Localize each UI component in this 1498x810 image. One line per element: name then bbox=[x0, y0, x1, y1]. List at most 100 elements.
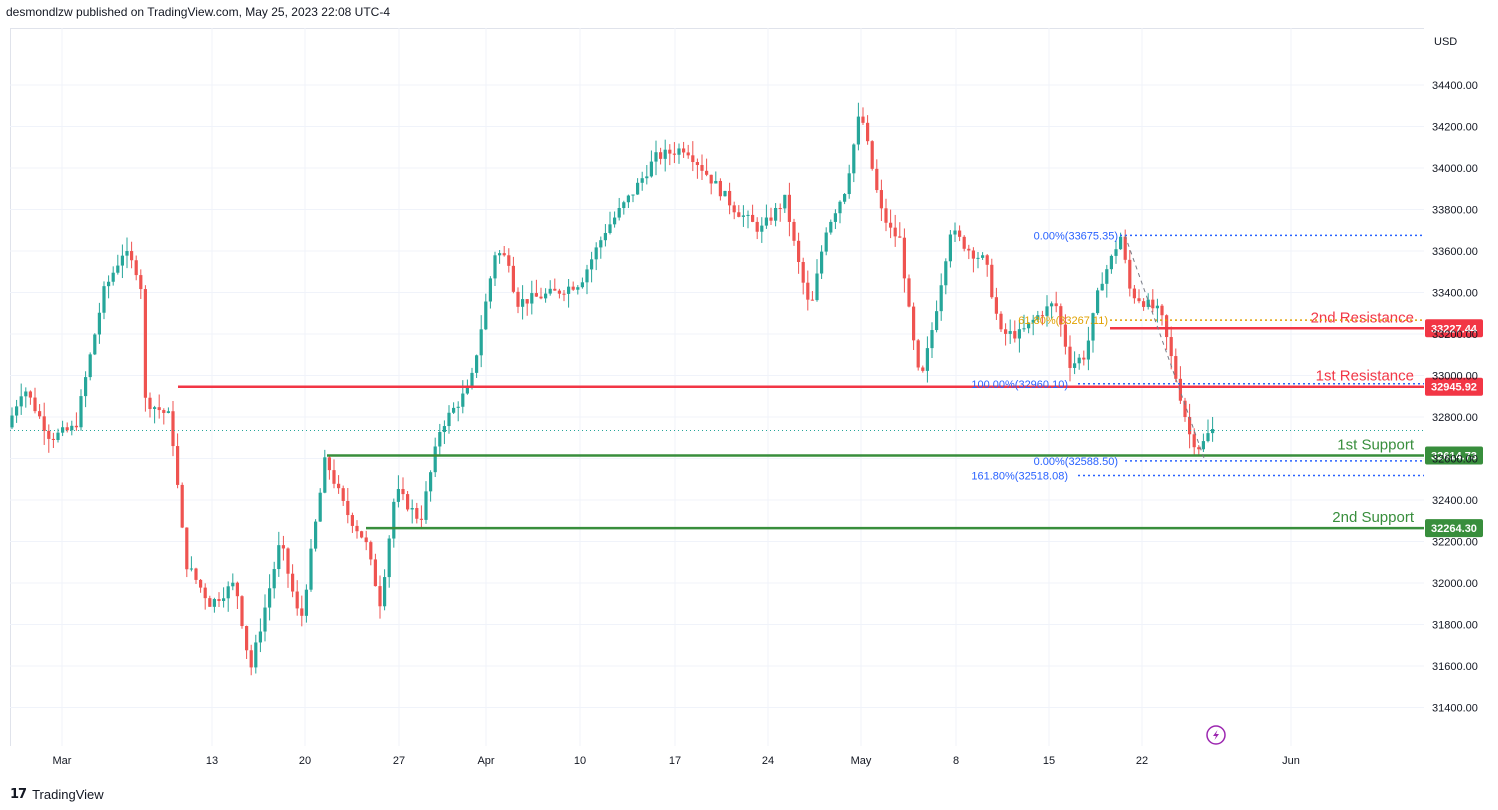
candle-body bbox=[15, 406, 19, 416]
currency-label: USD bbox=[1434, 36, 1457, 48]
candle-body bbox=[10, 415, 14, 428]
price-tag-value: 32614.73 bbox=[1431, 450, 1477, 462]
time-tick-label: Apr bbox=[477, 755, 494, 767]
candle-body bbox=[1132, 288, 1136, 299]
candle-body bbox=[304, 589, 308, 616]
candle-body bbox=[429, 472, 433, 492]
candle-body bbox=[976, 257, 980, 259]
flash-icon[interactable] bbox=[1206, 725, 1226, 745]
fib-label: 0.00%(32588.50) bbox=[1034, 456, 1118, 468]
candle-body bbox=[189, 568, 193, 570]
candle-body bbox=[530, 293, 534, 304]
candle-body bbox=[902, 237, 906, 279]
candle-body bbox=[990, 264, 994, 298]
candle-body bbox=[866, 122, 870, 142]
candle-body bbox=[479, 329, 483, 356]
candle-body bbox=[695, 162, 699, 166]
candle-body bbox=[176, 446, 180, 485]
chart-frame[interactable] bbox=[10, 28, 1424, 746]
candle-body bbox=[65, 427, 69, 431]
candle-body bbox=[166, 411, 170, 413]
candle-body bbox=[769, 217, 773, 221]
candle-body bbox=[1036, 315, 1040, 320]
candle-body bbox=[907, 278, 911, 307]
candle-body bbox=[70, 425, 74, 431]
candle-body bbox=[157, 407, 161, 411]
candle-body bbox=[893, 227, 897, 237]
candle-body bbox=[1211, 429, 1215, 434]
candle-body bbox=[1197, 447, 1201, 450]
candle-body bbox=[682, 148, 686, 153]
candle-body bbox=[898, 236, 902, 238]
candle-body bbox=[258, 631, 262, 643]
candle-body bbox=[502, 253, 506, 256]
candle-body bbox=[925, 348, 929, 371]
candle-body bbox=[985, 255, 989, 265]
candle-body bbox=[19, 396, 23, 407]
candle-body bbox=[415, 508, 419, 519]
candle-body bbox=[452, 407, 456, 413]
candle-body bbox=[553, 288, 557, 291]
candle-body bbox=[875, 168, 879, 191]
candle-body bbox=[38, 411, 42, 417]
candle-body bbox=[1188, 417, 1192, 435]
candle-body bbox=[47, 430, 51, 439]
candle-body bbox=[93, 334, 97, 355]
candle-body bbox=[516, 291, 520, 307]
candle-body bbox=[226, 586, 230, 599]
price-tag bbox=[1425, 519, 1483, 538]
candle-body bbox=[810, 299, 814, 301]
fib-label: 100.00%(32960.10) bbox=[971, 379, 1068, 391]
candle-body bbox=[61, 427, 65, 433]
candle-body bbox=[1192, 434, 1196, 448]
candle-body bbox=[967, 248, 971, 251]
price-tick-label: 32000.00 bbox=[1432, 578, 1478, 590]
candle-body bbox=[613, 217, 617, 225]
candle-body bbox=[1137, 298, 1141, 302]
time-tick-label: 17 bbox=[669, 755, 681, 767]
price-tick-label: 31600.00 bbox=[1432, 661, 1478, 673]
brand-footer: 17 TradingView bbox=[10, 787, 104, 802]
candle-body bbox=[557, 290, 561, 294]
candle-body bbox=[677, 148, 681, 155]
candle-body bbox=[28, 391, 32, 398]
candle-body bbox=[203, 587, 207, 599]
candle-body bbox=[1063, 324, 1067, 347]
candle-body bbox=[511, 265, 515, 292]
candle-body bbox=[33, 397, 37, 412]
candle-body bbox=[732, 205, 736, 213]
price-tag bbox=[1425, 377, 1483, 396]
candle-body bbox=[1155, 305, 1159, 309]
candle-body bbox=[442, 426, 446, 433]
price-tick-label: 31400.00 bbox=[1432, 703, 1478, 715]
candle-body bbox=[792, 221, 796, 241]
price-tick-label: 34200.00 bbox=[1432, 122, 1478, 134]
candle-body bbox=[199, 579, 203, 588]
candle-body bbox=[939, 285, 943, 312]
candle-body bbox=[314, 521, 318, 549]
candle-body bbox=[1109, 255, 1113, 270]
candle-body bbox=[148, 397, 152, 409]
candle-body bbox=[120, 255, 124, 266]
fibonacci-levels: 0.00%(33675.35) 61.80%(33267.11) 100.00%(3… bbox=[971, 230, 1424, 482]
time-tick-label: 10 bbox=[574, 755, 586, 767]
time-tick-label: May bbox=[851, 755, 872, 767]
candle-body bbox=[603, 232, 607, 241]
candle-body bbox=[1004, 329, 1008, 334]
candle-body bbox=[1096, 290, 1100, 314]
time-tick-label: Mar bbox=[53, 755, 72, 767]
price-tick-label: 34400.00 bbox=[1432, 80, 1478, 92]
candle-body bbox=[1086, 340, 1090, 360]
price-tick-label: 32200.00 bbox=[1432, 537, 1478, 549]
candle-body bbox=[981, 255, 985, 258]
candle-body bbox=[1160, 305, 1164, 316]
publisher-caption: desmondlzw published on TradingView.com,… bbox=[6, 5, 390, 19]
candle-body bbox=[1183, 400, 1187, 418]
candle-body bbox=[1045, 306, 1049, 316]
candle-body bbox=[1178, 378, 1182, 401]
time-tick-label: 15 bbox=[1043, 755, 1055, 767]
candle-body bbox=[143, 289, 147, 398]
candle-body bbox=[971, 250, 975, 259]
candle-body bbox=[521, 299, 525, 307]
